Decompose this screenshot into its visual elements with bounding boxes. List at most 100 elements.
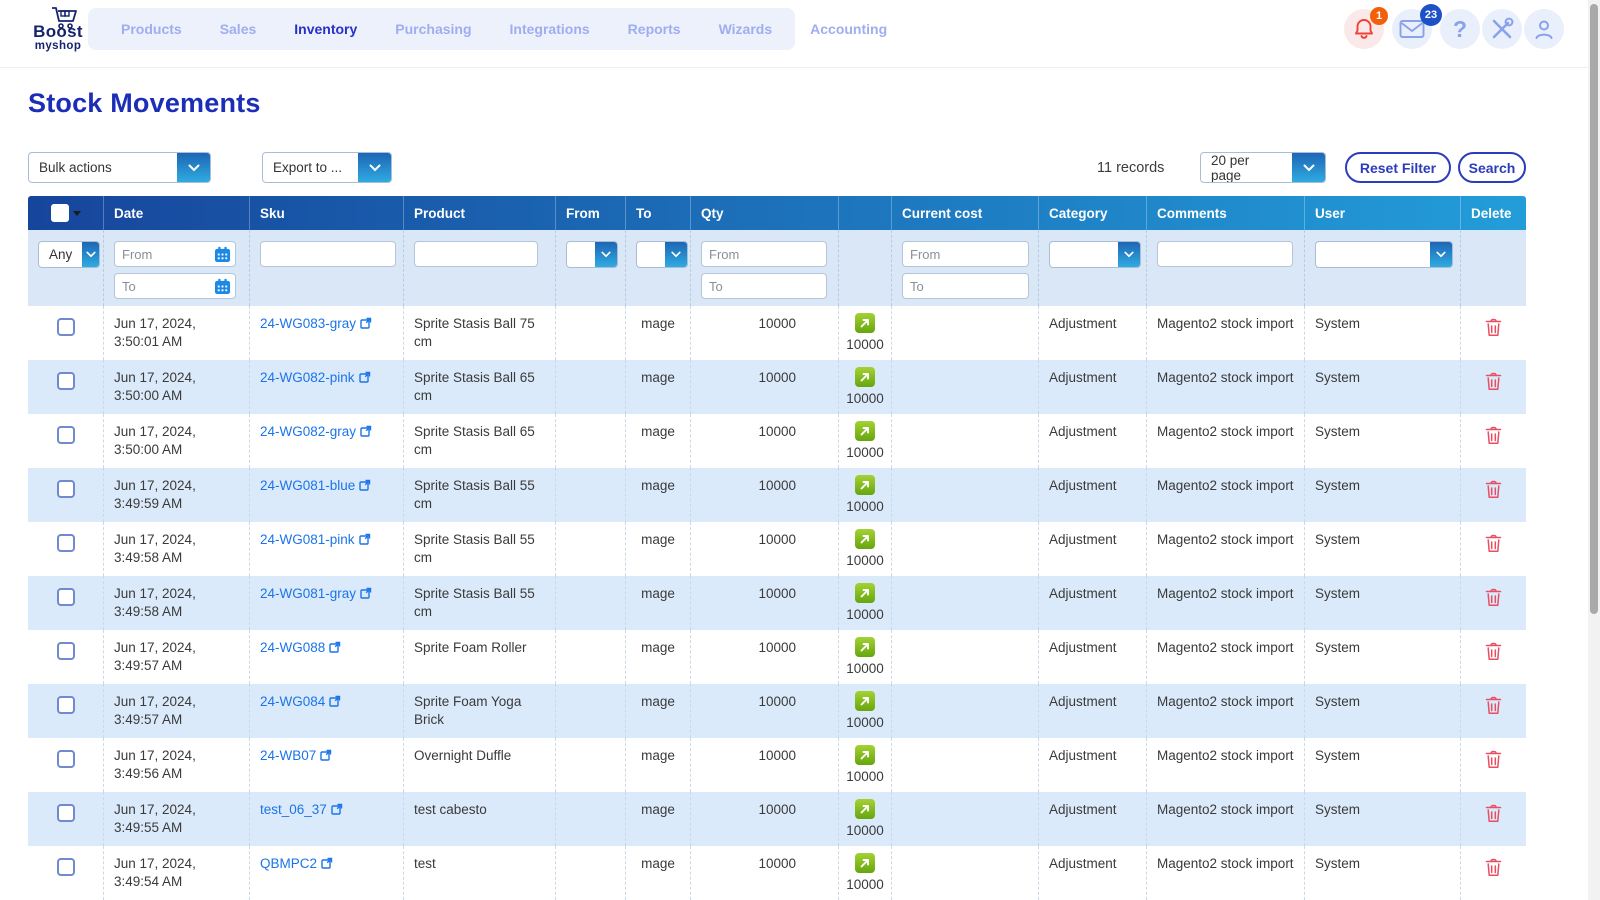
row-delete-button[interactable] (1461, 684, 1526, 738)
sku-link[interactable]: test_06_37 (260, 802, 327, 817)
nav-item-reports[interactable]: Reports (609, 21, 700, 37)
sku-link[interactable]: 24-WG082-gray (260, 424, 356, 439)
row-delete-button[interactable] (1461, 468, 1526, 522)
scrollbar-thumb[interactable] (1590, 4, 1598, 614)
select-all-caret-icon[interactable] (73, 211, 81, 216)
nav-item-sales[interactable]: Sales (201, 21, 276, 37)
select-all-checkbox[interactable] (51, 204, 69, 222)
sku-link[interactable]: 24-WG081-pink (260, 532, 355, 547)
row-checkbox[interactable] (57, 372, 75, 390)
external-link-icon[interactable] (321, 857, 333, 869)
row-checkbox[interactable] (57, 804, 75, 822)
column-header-product[interactable]: Product (404, 196, 556, 230)
from-warehouse-select[interactable] (566, 241, 618, 268)
row-delete-button[interactable] (1461, 792, 1526, 846)
row-checkbox[interactable] (57, 588, 75, 606)
comments-filter-input[interactable] (1157, 241, 1293, 267)
row-delete-button[interactable] (1461, 522, 1526, 576)
row-delete-button[interactable] (1461, 846, 1526, 900)
row-checkbox[interactable] (57, 642, 75, 660)
row-checkbox[interactable] (57, 858, 75, 876)
external-link-icon[interactable] (320, 749, 332, 761)
external-link-icon[interactable] (360, 587, 372, 599)
reset-filter-button[interactable]: Reset Filter (1345, 152, 1451, 183)
user-filter-chevron[interactable] (1430, 242, 1452, 267)
category-filter-select[interactable] (1049, 241, 1141, 268)
cost-to-input[interactable] (902, 273, 1029, 299)
row-delete-button[interactable] (1461, 360, 1526, 414)
external-link-icon[interactable] (329, 695, 341, 707)
nav-item-wizards[interactable]: Wizards (700, 21, 792, 37)
row-delete-button[interactable] (1461, 738, 1526, 792)
column-header-current-cost[interactable]: Current cost (892, 196, 1039, 230)
qty-to-input[interactable] (701, 273, 827, 299)
column-header-qty[interactable]: Qty (691, 196, 839, 230)
sku-link[interactable]: 24-WG084 (260, 694, 325, 709)
row-checkbox[interactable] (57, 318, 75, 336)
to-warehouse-select[interactable] (636, 241, 688, 268)
column-header-to[interactable]: To (626, 196, 691, 230)
qty-from-input[interactable] (701, 241, 827, 267)
row-checkbox[interactable] (57, 750, 75, 768)
external-link-icon[interactable] (360, 317, 372, 329)
nav-item-integrations[interactable]: Integrations (491, 21, 609, 37)
row-delete-button[interactable] (1461, 414, 1526, 468)
sku-link[interactable]: QBMPC2 (260, 856, 317, 871)
per-page-chevron[interactable] (1292, 153, 1325, 182)
column-header-from[interactable]: From (556, 196, 626, 230)
row-delete-button[interactable] (1461, 306, 1526, 360)
external-link-icon[interactable] (360, 425, 372, 437)
sku-link[interactable]: 24-WG083-gray (260, 316, 356, 331)
from-warehouse-chevron[interactable] (595, 242, 617, 267)
row-delete-button[interactable] (1461, 630, 1526, 684)
row-checkbox[interactable] (57, 480, 75, 498)
row-checkbox[interactable] (57, 534, 75, 552)
bulk-actions-chevron[interactable] (177, 153, 210, 182)
nav-item-inventory[interactable]: Inventory (275, 21, 376, 37)
row-delete-button[interactable] (1461, 576, 1526, 630)
column-header-category[interactable]: Category (1039, 196, 1147, 230)
external-link-icon[interactable] (359, 533, 371, 545)
notifications-button[interactable]: 1 (1344, 9, 1384, 49)
category-filter-chevron[interactable] (1118, 242, 1140, 267)
external-link-icon[interactable] (359, 371, 371, 383)
nav-item-products[interactable]: Products (102, 21, 201, 37)
column-header-date[interactable]: Date (104, 196, 250, 230)
export-chevron[interactable] (358, 153, 391, 182)
sku-link[interactable]: 24-WG081-blue (260, 478, 355, 493)
messages-button[interactable]: 23 (1392, 9, 1432, 49)
calendar-icon[interactable] (214, 278, 231, 295)
external-link-icon[interactable] (329, 641, 341, 653)
sku-link[interactable]: 24-WG088 (260, 640, 325, 655)
sku-link[interactable]: 24-WB07 (260, 748, 316, 763)
user-account-button[interactable] (1524, 9, 1564, 49)
page-scrollbar[interactable] (1588, 0, 1600, 900)
per-page-select[interactable]: 20 per page (1200, 152, 1326, 183)
bulk-actions-select[interactable]: Bulk actions (28, 152, 211, 183)
brand-logo[interactable]: Boost myshop (28, 8, 88, 52)
product-filter-input[interactable] (414, 241, 538, 267)
nav-item-purchasing[interactable]: Purchasing (376, 21, 490, 37)
nav-item-accounting[interactable]: Accounting (791, 21, 906, 37)
sku-link[interactable]: 24-WG082-pink (260, 370, 355, 385)
settings-tools-button[interactable] (1482, 9, 1522, 49)
column-header-sku[interactable]: Sku (250, 196, 404, 230)
search-button[interactable]: Search (1458, 152, 1526, 183)
sku-filter-input[interactable] (260, 241, 396, 267)
row-checkbox[interactable] (57, 426, 75, 444)
column-header-comments[interactable]: Comments (1147, 196, 1305, 230)
calendar-icon[interactable] (214, 246, 231, 263)
export-select[interactable]: Export to ... (262, 152, 392, 183)
help-button[interactable]: ? (1440, 9, 1480, 49)
user-filter-select[interactable] (1315, 241, 1453, 268)
external-link-icon[interactable] (331, 803, 343, 815)
sku-link[interactable]: 24-WG081-gray (260, 586, 356, 601)
row-checkbox[interactable] (57, 696, 75, 714)
external-link-icon[interactable] (359, 479, 371, 491)
select-all-header[interactable] (28, 196, 104, 230)
selection-filter-chevron[interactable] (82, 242, 99, 267)
cost-from-input[interactable] (902, 241, 1029, 267)
column-header-user[interactable]: User (1305, 196, 1461, 230)
to-warehouse-chevron[interactable] (665, 242, 687, 267)
selection-filter-select[interactable]: Any (38, 241, 100, 268)
